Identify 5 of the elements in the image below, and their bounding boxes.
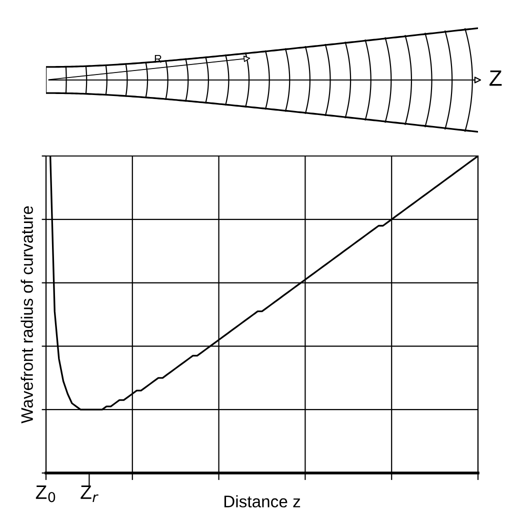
text: Z [490, 70, 502, 86]
x-tick-label: Z$_{r}$ [80, 485, 98, 502]
x-axis-title: Distance z [224, 495, 300, 508]
y-axis-title: Wavefront radius of curvature [20, 206, 33, 424]
x-tick-label: Z$_{0}$ [36, 485, 56, 502]
